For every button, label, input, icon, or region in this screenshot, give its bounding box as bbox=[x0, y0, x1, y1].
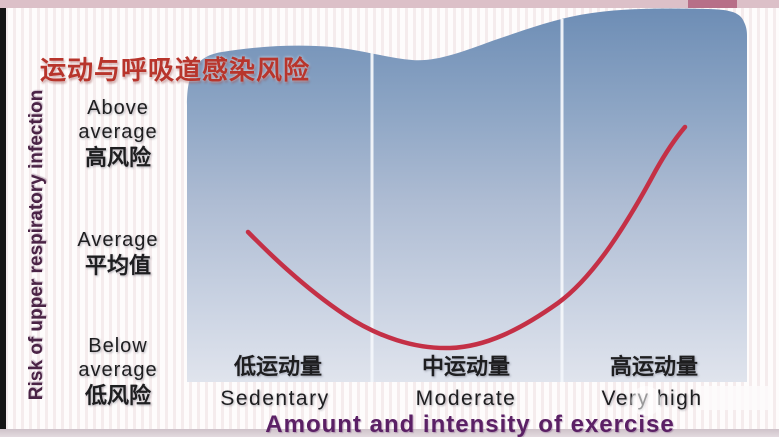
x-category-zh-moderate: 中运动量 bbox=[421, 354, 510, 379]
y-tick-label-zh: 平均值 bbox=[84, 253, 151, 278]
y-tick-average: Average 平均值 bbox=[38, 228, 198, 279]
top-border-accent bbox=[688, 0, 737, 8]
x-axis-title: Amount and intensity of exercise bbox=[265, 411, 675, 437]
y-tick-label-en: Average bbox=[77, 229, 159, 251]
plot-background-cloud bbox=[187, 8, 747, 383]
y-tick-label-en: Above bbox=[87, 97, 149, 119]
top-border-bar bbox=[0, 0, 779, 8]
risk-curve bbox=[245, 124, 688, 351]
chart-title: 运动与呼吸道感染风险 bbox=[40, 55, 311, 85]
x-category-en-moderate: Moderate bbox=[415, 387, 517, 410]
y-tick-label-en: Below bbox=[88, 335, 148, 357]
y-tick-label-en: average bbox=[78, 359, 158, 381]
y-tick-label-zh: 高风险 bbox=[84, 145, 151, 170]
y-tick-below-average: Below average 低风险 bbox=[38, 334, 198, 409]
y-tick-label-en: average bbox=[78, 121, 158, 143]
y-tick-above-average: Above average 高风险 bbox=[38, 96, 198, 171]
x-category-zh-very-high: 高运动量 bbox=[609, 354, 698, 379]
x-category-zh-sedentary: 低运动量 bbox=[233, 354, 322, 379]
watermark-blob bbox=[631, 386, 661, 416]
x-category-en-sedentary: Sedentary bbox=[220, 387, 330, 410]
watermark-patch bbox=[700, 386, 770, 410]
bottom-border-bar bbox=[0, 429, 779, 437]
left-border-bar bbox=[0, 8, 6, 437]
y-tick-label-zh: 低风险 bbox=[84, 383, 151, 408]
